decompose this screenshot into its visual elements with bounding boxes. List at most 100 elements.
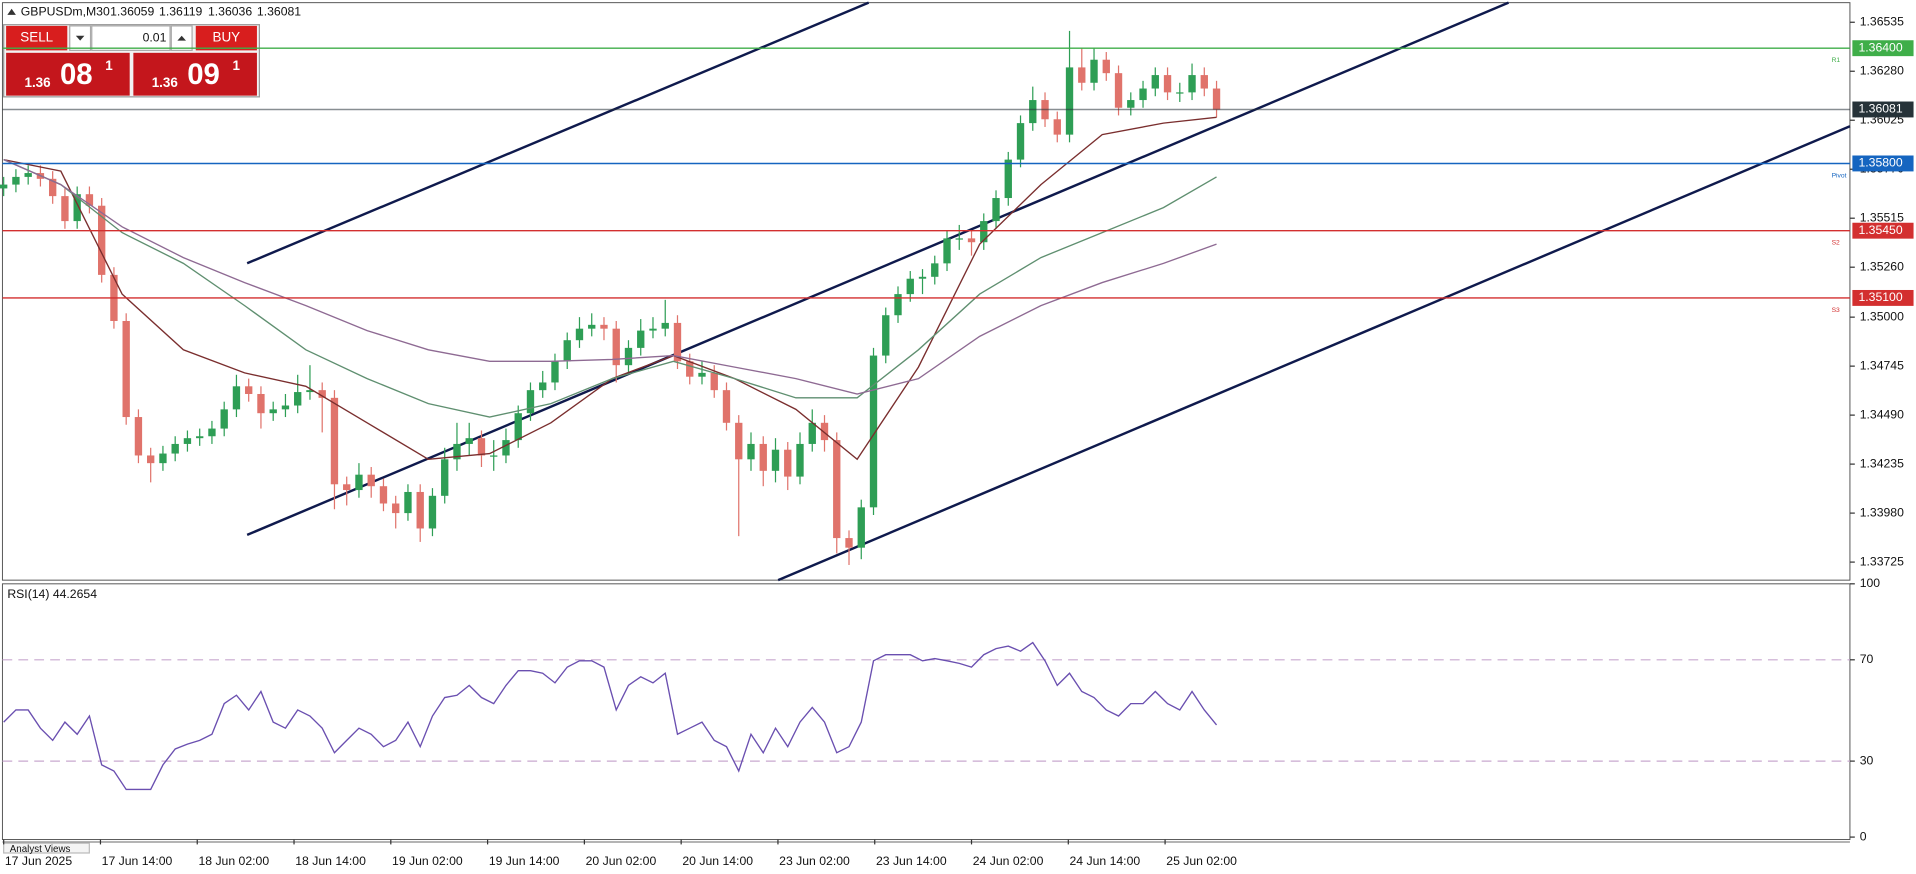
- candle-body: [955, 238, 963, 240]
- candle-body: [784, 449, 792, 477]
- candle-body: [563, 340, 571, 362]
- candle-body: [98, 205, 106, 275]
- buy-button[interactable]: [195, 25, 257, 51]
- candle-body: [1029, 100, 1037, 124]
- candle-body: [526, 390, 535, 414]
- series-line: [3, 158, 1217, 395]
- candle-body: [943, 238, 951, 264]
- level-label: 1.35800: [1858, 156, 1902, 170]
- candle-body: [122, 320, 130, 418]
- candle-body: [1078, 67, 1086, 83]
- x-tick-label: 19 Jun 02:00: [392, 854, 463, 868]
- x-tick-label: 17 Jun 2025: [5, 854, 72, 868]
- candle-body: [477, 438, 486, 456]
- collapse-icon[interactable]: [7, 8, 16, 15]
- candle-body: [588, 324, 596, 329]
- channel-line: [777, 125, 1851, 582]
- candle-body: [1163, 75, 1172, 93]
- candle-body: [416, 491, 424, 529]
- candle-body: [1139, 88, 1147, 101]
- ask-pips: 09: [187, 58, 220, 91]
- bid-box[interactable]: [6, 52, 130, 96]
- candle-body: [12, 176, 20, 185]
- candle-body: [392, 503, 400, 514]
- ask-point: 1: [232, 58, 240, 73]
- x-tick-label: 20 Jun 02:00: [586, 854, 657, 868]
- candle-body: [747, 443, 755, 460]
- candle-body: [1114, 73, 1123, 108]
- candle-body: [245, 386, 253, 394]
- candle-body: [269, 409, 277, 414]
- candle-body: [661, 322, 669, 329]
- tab[interactable]: [3, 842, 90, 854]
- candle-body: [367, 474, 375, 487]
- candle-body: [73, 194, 81, 222]
- candle-body: [735, 422, 743, 460]
- candle-body: [61, 196, 69, 222]
- candle-body: [771, 449, 780, 471]
- sell-button[interactable]: [6, 25, 68, 51]
- candle-body: [686, 361, 694, 377]
- candle-body: [183, 438, 192, 444]
- series-line: [3, 158, 1217, 418]
- candle-body: [220, 409, 228, 429]
- candle-body: [869, 355, 878, 508]
- level-label: 1.36081: [1858, 102, 1902, 116]
- y-tick-label: 1.33725: [1860, 554, 1904, 568]
- y-tick-label: 1.36535: [1860, 14, 1904, 28]
- candle-body: [882, 315, 890, 356]
- x-tick-label: 24 Jun 02:00: [973, 854, 1044, 868]
- candle-body: [992, 198, 1000, 222]
- candle-body: [1016, 123, 1025, 160]
- panel-title: RSI(14) 44.2654: [7, 587, 97, 601]
- candle-body: [820, 422, 829, 441]
- x-tick-label: 18 Jun 02:00: [198, 854, 269, 868]
- price-panel: [1, 2, 1851, 581]
- candle-body: [490, 455, 498, 457]
- bid-point: 1: [105, 58, 113, 73]
- candle-body: [575, 328, 584, 341]
- bid-pips: 08: [60, 58, 93, 91]
- ohlc-low: 1.36036: [208, 5, 252, 19]
- candle-body: [980, 221, 988, 243]
- candle-body: [502, 440, 510, 456]
- tab-label: Analyst Views: [10, 844, 71, 855]
- level-label-box: [1852, 222, 1914, 239]
- y-tick-label: 1.35000: [1860, 309, 1904, 323]
- y-tick-label: 1.36280: [1860, 63, 1904, 77]
- y-tick-label: 1.35260: [1860, 259, 1904, 273]
- ask-base: 1.36: [152, 75, 178, 90]
- candle-body: [134, 417, 143, 456]
- buy-label: BUY: [213, 30, 241, 45]
- candle-body: [257, 393, 265, 414]
- candle-body: [1176, 92, 1184, 94]
- channel-line: [246, 1, 870, 265]
- y-tick-label: 0: [1860, 829, 1867, 843]
- candle-body: [208, 428, 216, 437]
- bid-base: 1.36: [24, 75, 50, 90]
- lot-down-icon: [75, 35, 85, 41]
- level-label-box: [1852, 155, 1914, 172]
- candle-body: [24, 173, 32, 177]
- candle-body: [808, 422, 816, 444]
- candle-body: [931, 263, 939, 277]
- level-name: S2: [1832, 240, 1840, 247]
- candle-body: [404, 491, 412, 514]
- y-tick-label: 30: [1860, 753, 1874, 767]
- candle-body: [159, 453, 167, 464]
- candle-body: [0, 184, 8, 189]
- candle-body: [441, 459, 449, 496]
- symbol: GBPUSDm,M30: [21, 5, 110, 19]
- candle-body: [906, 278, 914, 295]
- y-tick-label: 1.34745: [1860, 358, 1904, 372]
- candle-body: [967, 238, 976, 243]
- x-tick-label: 23 Jun 02:00: [779, 854, 850, 868]
- lot-field[interactable]: [91, 25, 171, 51]
- candle-body: [698, 372, 706, 377]
- level-name: S3: [1832, 307, 1840, 314]
- candle-body: [796, 443, 804, 477]
- ask-box[interactable]: [133, 52, 257, 96]
- rsi-panel: [1, 583, 1851, 841]
- candle-body: [306, 390, 314, 393]
- candle-body: [1053, 119, 1061, 135]
